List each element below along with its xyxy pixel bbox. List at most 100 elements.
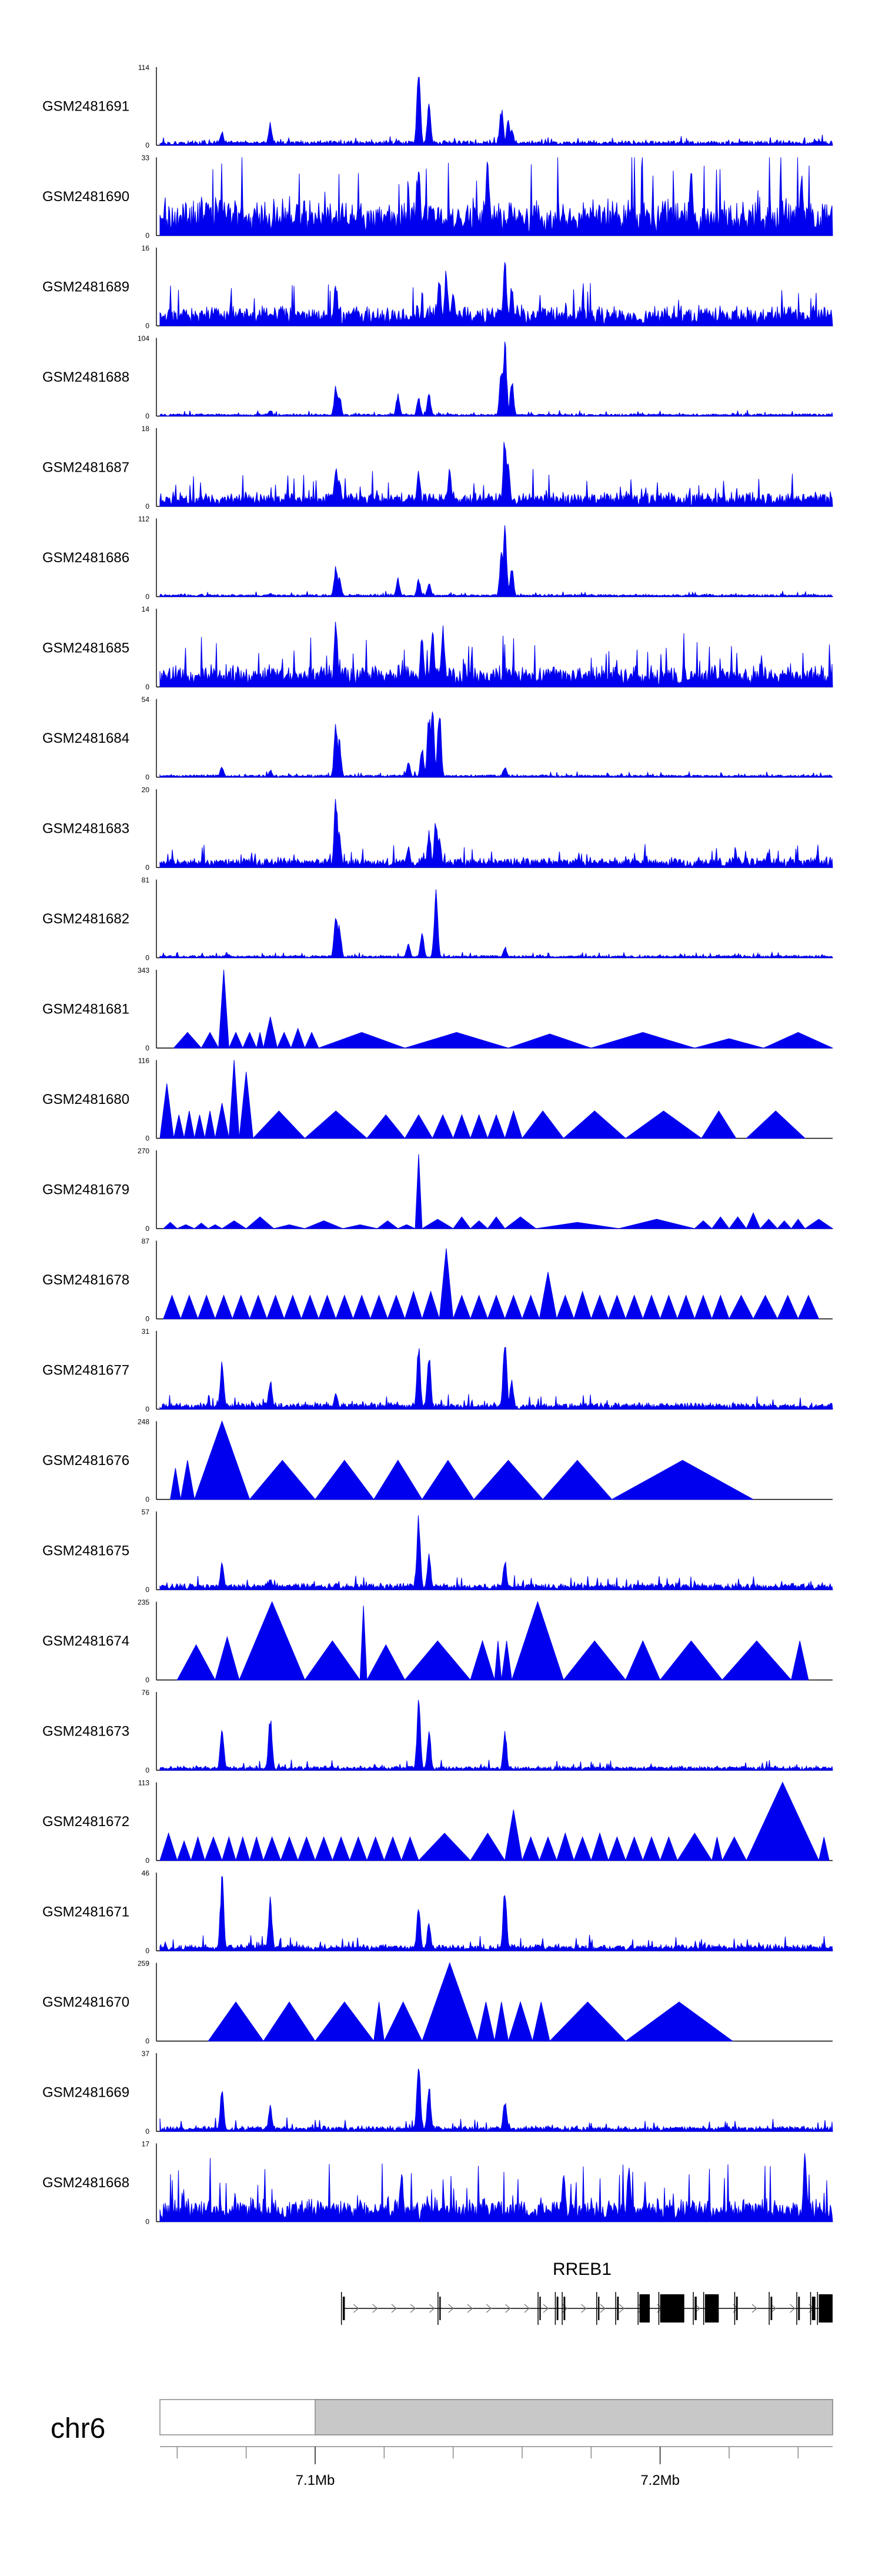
track-GSM2481674: GSM2481674 235 0 bbox=[42, 1599, 833, 1684]
signal-segment bbox=[763, 1032, 833, 1049]
signal-segment bbox=[173, 1032, 202, 1049]
signal-segment bbox=[370, 1294, 388, 1319]
y-min-label: 0 bbox=[145, 1857, 149, 1865]
track-GSM2481669: GSM2481669 37 0 bbox=[42, 2050, 833, 2135]
strand-arrow bbox=[505, 2304, 511, 2313]
track-GSM2481680: GSM2481680 116 0 bbox=[42, 1057, 833, 1143]
signal-segment bbox=[777, 1220, 792, 1229]
strand-arrow bbox=[694, 2304, 701, 2313]
signal-segment bbox=[511, 1600, 564, 1680]
exon-border bbox=[562, 2292, 563, 2325]
y-max-label: 57 bbox=[142, 1508, 150, 1516]
signal-segment bbox=[721, 1836, 747, 1861]
signal-segment bbox=[383, 1836, 402, 1861]
signal-segment bbox=[573, 1290, 592, 1319]
signal-segment bbox=[659, 1836, 678, 1861]
signal-segment bbox=[280, 1836, 299, 1861]
signal-segment bbox=[711, 1294, 730, 1319]
strand-arrow bbox=[790, 2304, 796, 2313]
exon-border bbox=[537, 2292, 539, 2325]
exon bbox=[342, 2297, 345, 2320]
signal-segment bbox=[818, 1837, 830, 1861]
signal-segment bbox=[612, 1460, 754, 1500]
y-max-label: 81 bbox=[142, 876, 150, 885]
signal-segment bbox=[163, 1294, 181, 1319]
signal-segment bbox=[263, 1016, 278, 1049]
signal-segment bbox=[159, 1832, 178, 1861]
signal-segment bbox=[452, 1216, 471, 1229]
signal-segment bbox=[539, 1272, 557, 1319]
signal-segment bbox=[470, 1294, 489, 1319]
exon-border bbox=[796, 2292, 797, 2325]
signal-segment bbox=[624, 2001, 734, 2041]
y-min-label: 0 bbox=[145, 954, 149, 962]
strand-arrow bbox=[486, 2304, 492, 2313]
signal-segment bbox=[283, 1294, 302, 1319]
signal-segment bbox=[252, 1110, 306, 1139]
y-min-label: 0 bbox=[145, 1676, 149, 1684]
signal-area bbox=[159, 622, 833, 688]
signal-segment bbox=[405, 1032, 509, 1049]
signal-segment bbox=[522, 1294, 540, 1319]
y-max-label: 116 bbox=[138, 1057, 149, 1065]
signal-segment bbox=[215, 1103, 229, 1139]
track-label: GSM2481685 bbox=[42, 640, 129, 656]
signal-segment bbox=[422, 1961, 478, 2041]
signal-segment bbox=[266, 1294, 285, 1319]
signal-area bbox=[159, 262, 833, 326]
signal-segment bbox=[505, 1809, 523, 1861]
chromosome-axis: chr6 7.1Mb 7.2Mb bbox=[51, 2399, 833, 2488]
track-label: GSM2481669 bbox=[42, 2085, 129, 2101]
y-max-label: 248 bbox=[138, 1418, 149, 1426]
signal-segment bbox=[397, 1224, 416, 1229]
signal-segment bbox=[228, 1060, 240, 1139]
signal-segment bbox=[625, 1640, 661, 1680]
signal-segment bbox=[507, 2001, 533, 2041]
track-label: GSM2481680 bbox=[42, 1092, 129, 1107]
track-label: GSM2481681 bbox=[42, 1002, 129, 1017]
signal-segment bbox=[563, 1110, 627, 1139]
track-label: GSM2481686 bbox=[42, 550, 129, 566]
y-min-label: 0 bbox=[145, 1405, 149, 1413]
signal-segment bbox=[304, 1032, 319, 1049]
strand-arrow bbox=[543, 2304, 549, 2313]
y-min-label: 0 bbox=[145, 1224, 149, 1233]
signal-segment bbox=[204, 1836, 223, 1861]
strand-arrow bbox=[410, 2304, 416, 2313]
signal-segment bbox=[470, 1833, 506, 1861]
signal-segment bbox=[753, 1294, 778, 1319]
track-GSM2481670: GSM2481670 259 0 bbox=[42, 1960, 833, 2046]
exon bbox=[704, 2294, 719, 2323]
signal-segment bbox=[383, 2001, 423, 2041]
signal-segment bbox=[573, 1836, 592, 1861]
signal-segment bbox=[701, 1110, 737, 1139]
strand-arrow bbox=[353, 2304, 359, 2313]
y-min-label: 0 bbox=[145, 863, 149, 872]
signal-segment bbox=[591, 1032, 695, 1049]
signal-segment bbox=[273, 1224, 305, 1229]
signal-segment bbox=[549, 2001, 627, 2041]
signal-segment bbox=[218, 969, 229, 1049]
exon-border bbox=[554, 2292, 556, 2325]
exon bbox=[556, 2297, 559, 2320]
signal-segment bbox=[625, 1294, 644, 1319]
signal-segment bbox=[162, 1222, 178, 1229]
y-max-label: 16 bbox=[142, 244, 150, 252]
y-min-label: 0 bbox=[145, 141, 149, 149]
signal-segment bbox=[197, 1294, 216, 1319]
signal-segment bbox=[400, 1836, 419, 1861]
signal-segment bbox=[194, 1115, 205, 1139]
y-min-label: 0 bbox=[145, 1315, 149, 1323]
y-max-label: 14 bbox=[142, 605, 150, 613]
signal-segment bbox=[532, 2001, 550, 2041]
track-label: GSM2481672 bbox=[42, 1814, 129, 1830]
track-GSM2481678: GSM2481678 87 0 bbox=[42, 1237, 833, 1323]
signal-segment bbox=[215, 1636, 240, 1680]
signal-segment bbox=[245, 1216, 275, 1229]
track-label: GSM2481691 bbox=[42, 99, 129, 115]
track-GSM2481681: GSM2481681 343 0 bbox=[42, 966, 833, 1052]
signal-segment bbox=[694, 1294, 713, 1319]
track-GSM2481671: GSM2481671 46 0 bbox=[42, 1869, 833, 1955]
strand-arrow bbox=[751, 2304, 757, 2313]
strand-arrow bbox=[619, 2304, 625, 2313]
